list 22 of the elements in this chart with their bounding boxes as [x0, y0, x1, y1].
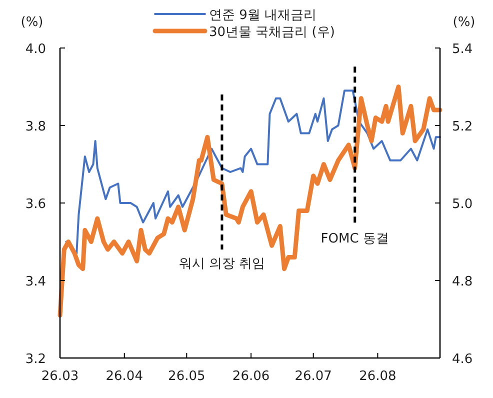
ref-line-label: FOMC 동결: [320, 232, 389, 247]
legend-label: 30년물 국채금리 (우): [209, 25, 335, 40]
y-tick-label: 3.8: [25, 120, 46, 134]
ref-line-label: 워시 의장 취임: [178, 256, 266, 272]
y-tick-label: 3.2: [25, 352, 46, 367]
y2-tick-label: 5.0: [452, 197, 473, 212]
y-tick-label: 3.6: [25, 197, 46, 212]
y2-tick-label: 4.8: [452, 274, 473, 290]
x-tick-label: 26.06: [232, 369, 270, 384]
x-tick-label: 26.07: [294, 369, 332, 384]
x-tick-label: 26.05: [168, 369, 206, 384]
x-tick-label: 26.03: [41, 369, 79, 384]
y2-tick-label: 5.2: [452, 120, 473, 134]
y-tick-label: 3.4: [25, 274, 46, 290]
x-tick-label: 26.08: [359, 369, 396, 384]
y-axis-title: (%): [20, 15, 44, 30]
y2-axis-title: (%): [452, 15, 476, 30]
y2-tick-label: 5.4: [452, 42, 473, 57]
legend-label: 연준 9월 내재금리: [209, 8, 317, 23]
x-tick-label: 26.04: [106, 369, 143, 384]
y-tick-label: 4.0: [25, 42, 46, 57]
y2-tick-label: 4.6: [452, 352, 473, 367]
